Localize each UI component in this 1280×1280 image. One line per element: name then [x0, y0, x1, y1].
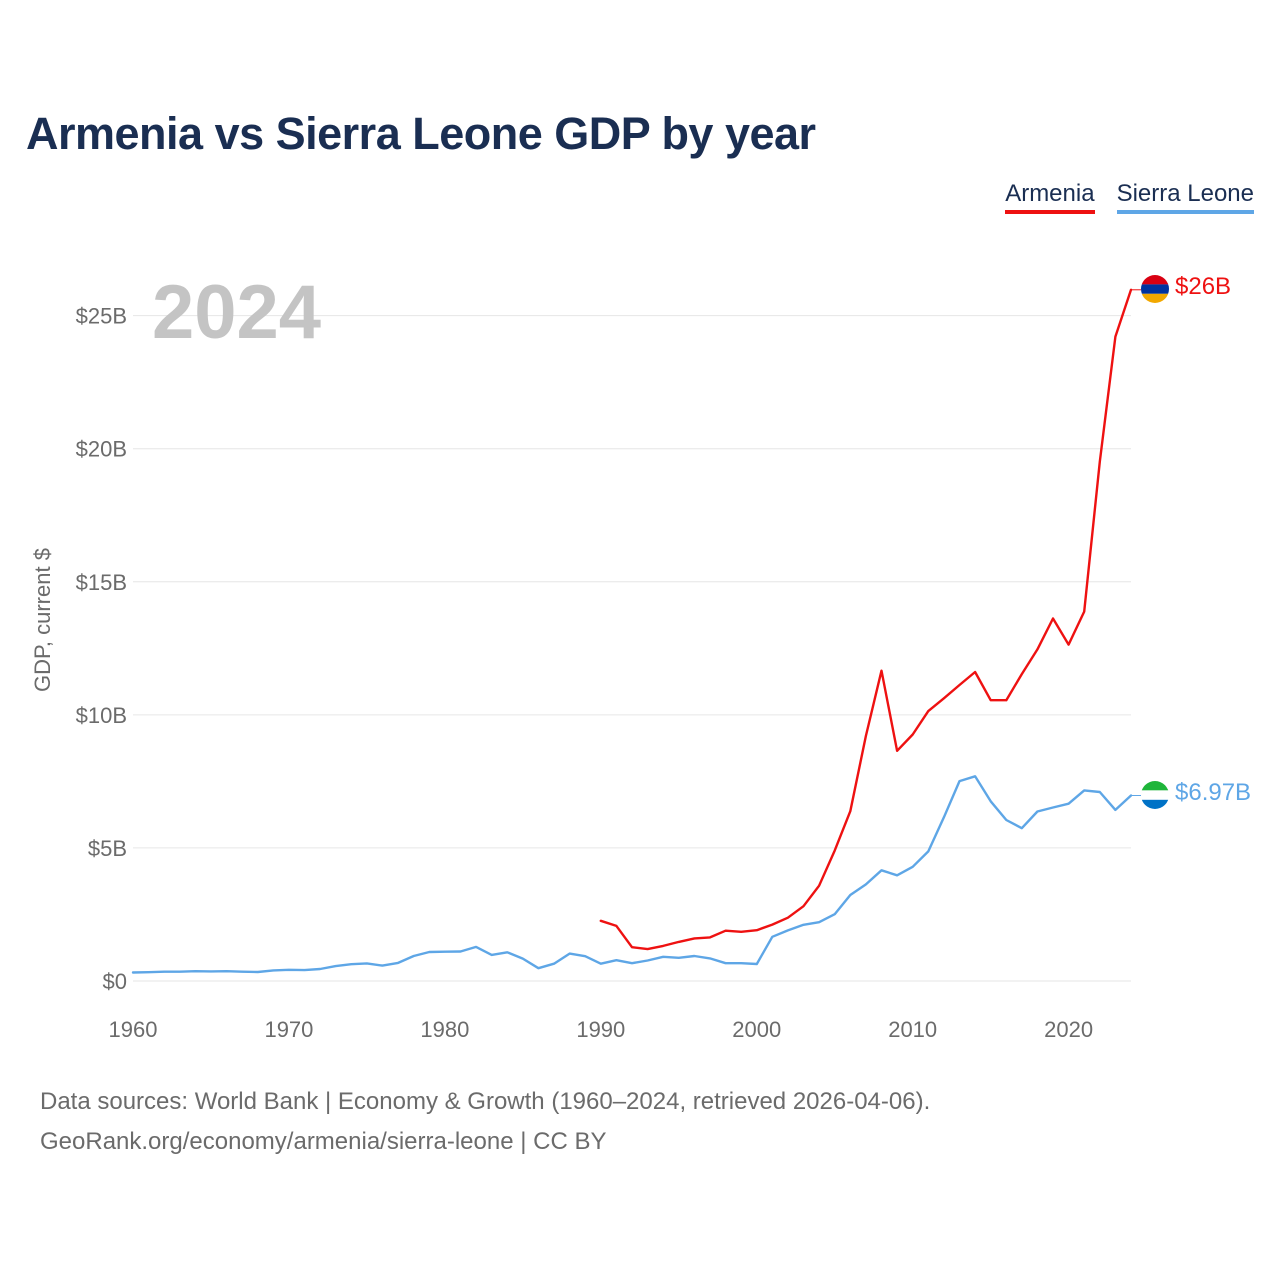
armenia-flag-icon	[1141, 275, 1169, 303]
x-tick-label: 1980	[420, 1017, 469, 1042]
series	[131, 288, 1141, 974]
y-tick-label: $10B	[76, 703, 127, 728]
x-axis-ticks: 1960 1970 1980 1990 2000 2010 2020	[109, 1017, 1094, 1042]
legend: Armenia Sierra Leone	[1005, 180, 1254, 214]
source-link[interactable]: GeoRank.org/economy/armenia/sierra-leone…	[40, 1128, 607, 1155]
x-tick-label: 1960	[109, 1017, 158, 1042]
y-tick-label: $0	[103, 969, 127, 994]
y-axis-ticks: $0 $5B $10B $15B $20B $25B	[76, 304, 127, 994]
end-label-sierra-leone: $6.97B	[1175, 779, 1251, 806]
y-tick-label: $5B	[88, 836, 127, 861]
y-axis-label: GDP, current $	[30, 548, 55, 692]
data-source-note: Data sources: World Bank | Economy & Gro…	[40, 1088, 931, 1115]
series-line-sierra-leone	[131, 775, 1133, 974]
y-tick-label: $20B	[76, 437, 127, 462]
series-line-armenia	[599, 288, 1133, 951]
x-tick-label: 1970	[264, 1017, 313, 1042]
legend-item-armenia[interactable]: Armenia	[1005, 180, 1095, 214]
x-tick-label: 2010	[888, 1017, 937, 1042]
x-tick-label: 2000	[732, 1017, 781, 1042]
legend-item-sierra-leone[interactable]: Sierra Leone	[1116, 180, 1254, 214]
x-tick-label: 2020	[1044, 1017, 1093, 1042]
footer: Data sources: World Bank | Economy & Gro…	[40, 1082, 930, 1162]
y-tick-label: $25B	[76, 304, 127, 329]
sierra-leone-flag-icon	[1141, 781, 1169, 809]
chart-title: Armenia vs Sierra Leone GDP by year	[26, 108, 816, 159]
x-tick-label: 1990	[576, 1017, 625, 1042]
year-watermark: 2024	[152, 270, 321, 355]
gridlines	[133, 315, 1131, 982]
end-label-armenia: $26B	[1175, 273, 1231, 300]
y-tick-label: $15B	[76, 570, 127, 595]
gdp-line-chart: 2024 $0$5B$10B$15B$20B$25B 1960 1970 1980 1…	[30, 270, 1251, 1042]
